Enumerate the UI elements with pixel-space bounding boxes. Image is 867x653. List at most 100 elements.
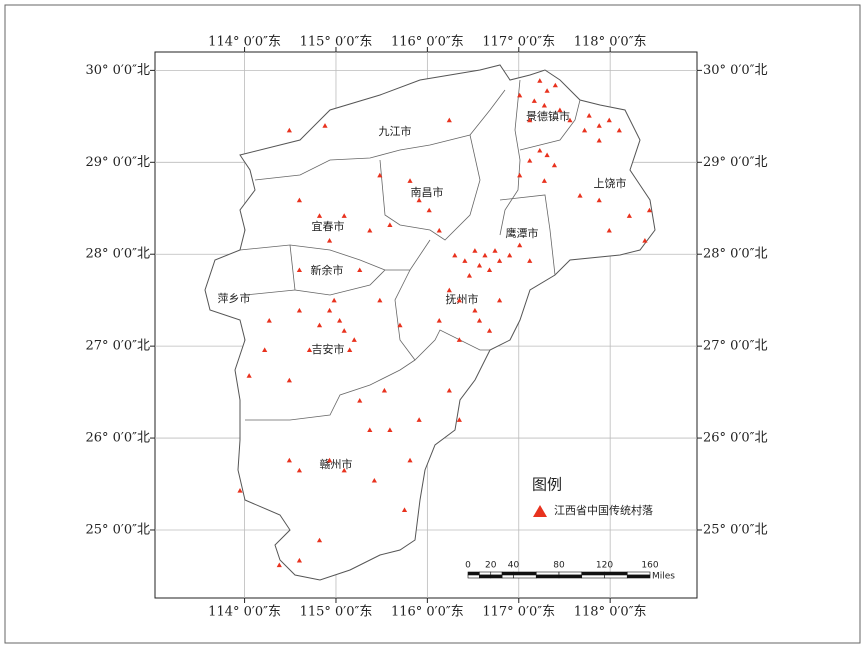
village: [286, 457, 292, 463]
village: [476, 318, 483, 323]
scale-segment: [513, 571, 537, 576]
scale-segment: [604, 574, 628, 579]
village: [296, 467, 303, 473]
village: [552, 82, 558, 88]
village: [426, 207, 432, 213]
boundary: [519, 99, 581, 151]
village: [537, 147, 543, 153]
scale-segment: [479, 571, 492, 576]
village: [357, 397, 363, 403]
village: [527, 258, 533, 263]
city-label: 宜春市: [312, 219, 345, 233]
lat-label: 29° 0′0″北: [703, 155, 768, 170]
village: [446, 117, 452, 123]
village: [381, 387, 388, 393]
village: [377, 297, 383, 303]
lon-label: 115° 0′0″东: [300, 35, 373, 50]
village: [296, 197, 303, 203]
city-label: 上饶市: [594, 176, 627, 190]
village: [286, 377, 292, 383]
village: [646, 207, 653, 213]
village: [456, 337, 462, 342]
village: [326, 238, 333, 243]
village: [296, 307, 303, 313]
lon-label: 117° 0′0″东: [482, 35, 555, 50]
scale-segment: [626, 574, 651, 579]
village: [341, 213, 347, 218]
village: [337, 318, 343, 323]
village: [544, 88, 550, 93]
village: [456, 417, 462, 422]
lon-label: 116° 0′0″东: [391, 35, 464, 50]
scale-label: 120: [596, 561, 613, 571]
village: [596, 123, 602, 128]
lon-label: 115° 0′0″东: [300, 605, 373, 620]
village: [517, 92, 523, 98]
scale-segment: [558, 571, 583, 576]
village: [276, 562, 282, 568]
village: [341, 328, 347, 333]
village: [401, 507, 408, 512]
village: [626, 213, 632, 218]
scale-segment: [490, 574, 503, 579]
village: [347, 347, 353, 353]
village: [246, 373, 252, 378]
scale-segment: [490, 571, 503, 576]
village: [544, 152, 550, 158]
scale-segment: [535, 574, 560, 579]
scale-segment: [501, 571, 514, 576]
village: [322, 123, 328, 128]
scale-label: 0: [465, 561, 471, 571]
village: [517, 242, 523, 248]
village: [596, 197, 602, 203]
boundary: [245, 359, 416, 421]
village: [507, 252, 513, 258]
village: [616, 127, 622, 133]
outer-border: [4, 4, 861, 644]
village: [262, 347, 268, 353]
scale-segment: [535, 571, 560, 576]
village: [492, 248, 498, 253]
village: [367, 427, 373, 432]
village: [407, 178, 413, 183]
legend-item: 江西省中国传统村落: [554, 503, 653, 517]
village: [551, 162, 558, 168]
village: [486, 267, 493, 273]
village: [541, 102, 547, 108]
lon-label: 116° 0′0″东: [391, 605, 464, 620]
city-label: 鹰潭市: [506, 226, 539, 240]
lon-label: 118° 0′0″东: [574, 605, 647, 620]
village: [606, 117, 612, 123]
village: [456, 297, 462, 303]
scale-unit: Miles: [652, 572, 675, 582]
scale-label: 160: [641, 561, 658, 571]
city-label: 萍乡市: [218, 291, 251, 305]
village: [371, 477, 377, 483]
lat-label: 25° 0′0″北: [85, 522, 150, 537]
scale-label: 20: [485, 561, 497, 571]
scale-segment: [467, 574, 480, 579]
village: [367, 227, 373, 233]
village: [537, 78, 543, 83]
village: [296, 557, 303, 563]
village: [527, 117, 533, 123]
scale-segment: [581, 574, 605, 579]
scale-segment: [604, 571, 628, 576]
village: [436, 227, 442, 233]
village: [496, 297, 503, 303]
boundary: [244, 289, 296, 296]
village: [496, 258, 503, 263]
lat-label: 25° 0′0″北: [703, 522, 768, 537]
village: [306, 347, 313, 353]
village: [316, 322, 323, 328]
lat-label: 30° 0′0″北: [85, 63, 150, 78]
scale-segment: [626, 571, 651, 576]
village: [316, 537, 323, 543]
village: [586, 113, 592, 118]
lon-label: 118° 0′0″东: [574, 35, 647, 50]
village: [387, 427, 393, 432]
village: [357, 267, 363, 273]
scale-segment: [513, 574, 537, 579]
village: [482, 252, 488, 258]
village: [476, 262, 483, 268]
